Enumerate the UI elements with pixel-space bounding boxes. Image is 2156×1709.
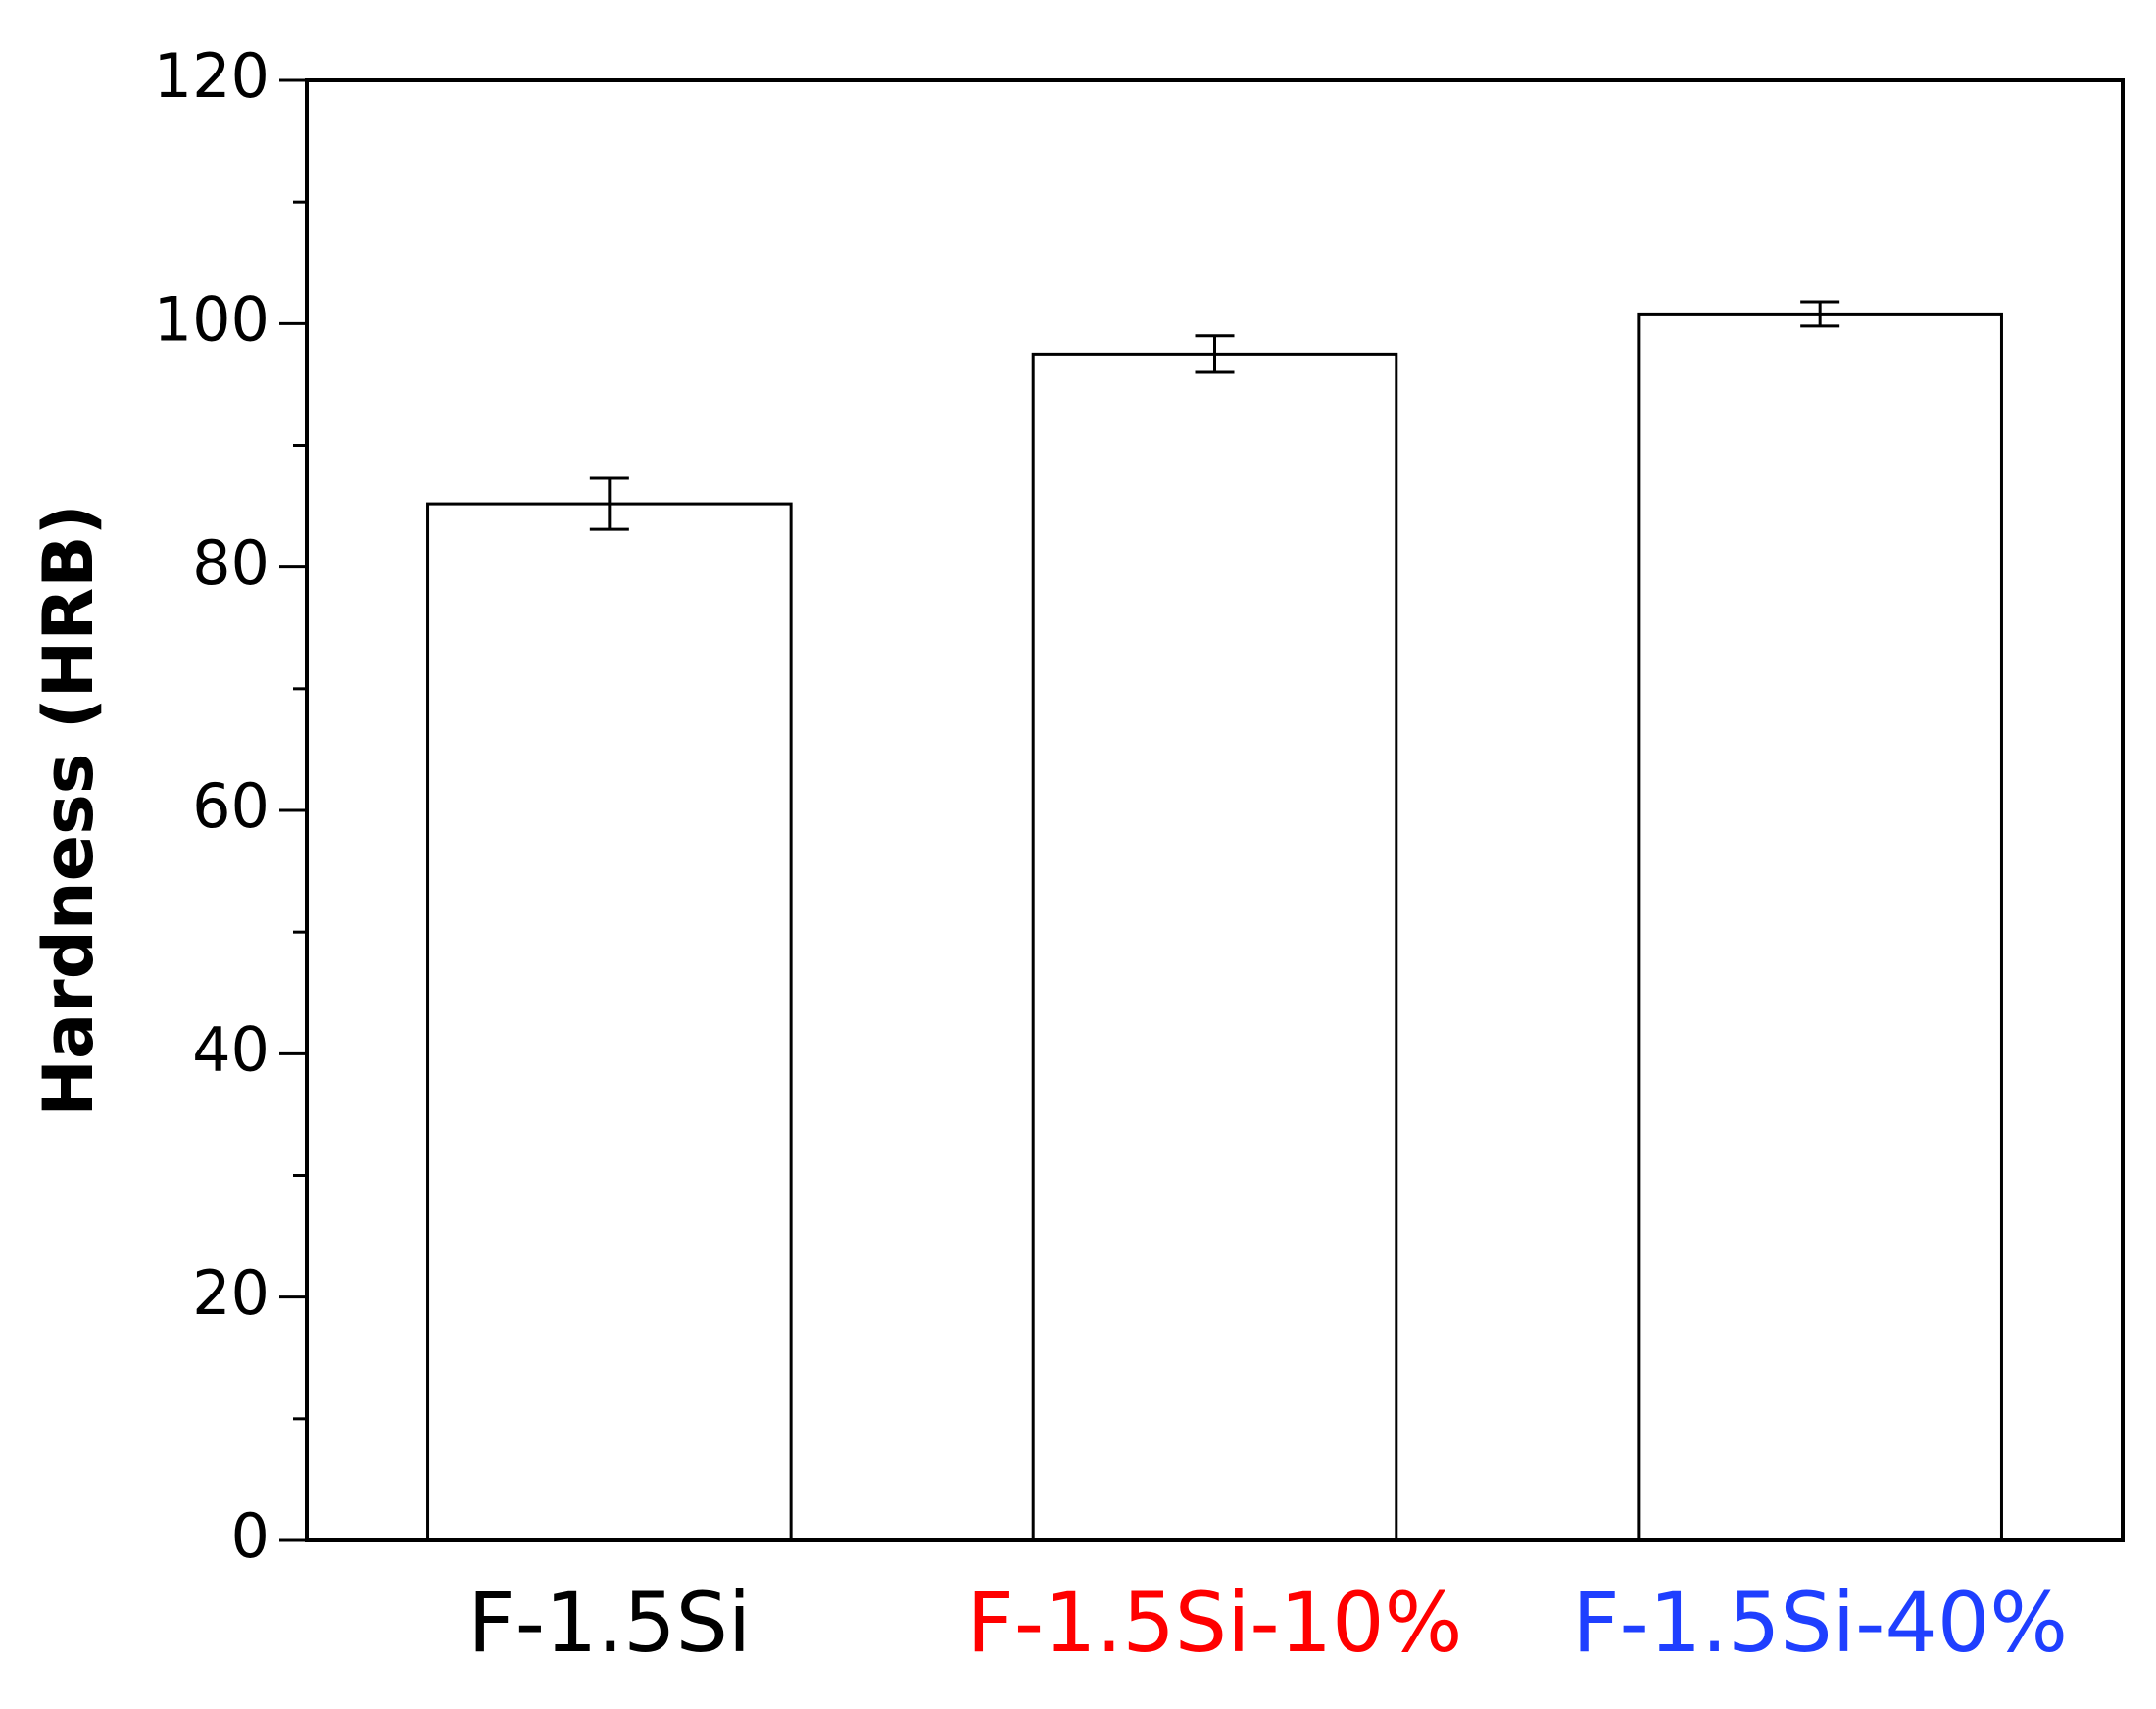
error-bar bbox=[1195, 334, 1235, 374]
bar bbox=[1637, 312, 2003, 1542]
y-tick-label: 40 bbox=[192, 1013, 270, 1085]
y-tick-label: 120 bbox=[154, 40, 270, 112]
y-tick-label: 100 bbox=[154, 283, 270, 355]
error-bar bbox=[589, 476, 629, 531]
x-tick-label: F-1.5Si bbox=[467, 1575, 751, 1671]
plot-frame bbox=[305, 78, 2125, 1542]
y-tick-label: 20 bbox=[192, 1257, 270, 1329]
bar bbox=[426, 502, 793, 1542]
y-axis-label: Hardness (HRB) bbox=[28, 504, 109, 1116]
y-tick-label: 60 bbox=[192, 770, 270, 842]
x-tick-label: F-1.5Si-40% bbox=[1572, 1575, 2068, 1671]
error-bar bbox=[1800, 300, 1840, 328]
y-tick-label: 80 bbox=[192, 527, 270, 599]
bar bbox=[1031, 352, 1398, 1542]
x-tick-label: F-1.5Si-10% bbox=[967, 1575, 1463, 1671]
y-tick-label: 0 bbox=[231, 1500, 270, 1572]
